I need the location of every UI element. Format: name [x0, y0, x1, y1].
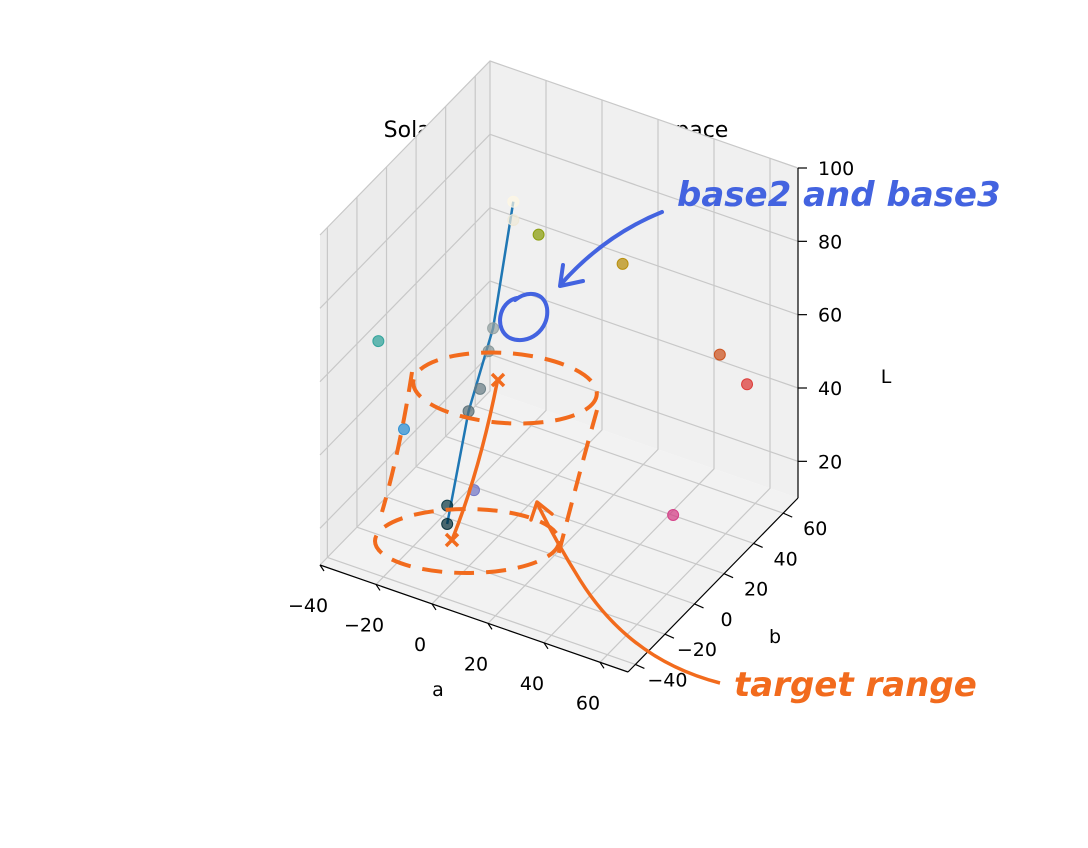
base-label: base2 and base3 [677, 175, 1001, 215]
left-wall-pane [320, 61, 490, 565]
target-range-axis-line [450, 377, 500, 541]
data-point [507, 214, 520, 227]
gridlines [319, 60, 799, 666]
b-tick [694, 603, 704, 609]
data-point [616, 257, 629, 270]
b-tick-label: 60 [803, 518, 827, 540]
gridline-b [474, 76, 784, 514]
gridline-b [385, 166, 695, 605]
L-tick-label: 20 [818, 451, 842, 473]
target-range-right-side [556, 409, 599, 557]
gridline-a [375, 80, 547, 585]
b-tick [635, 663, 645, 669]
a-tick-label: 60 [576, 692, 600, 714]
axes-panes [320, 61, 798, 672]
a-tick-label: 40 [520, 673, 544, 695]
a-tick [599, 661, 605, 669]
b-tick-label: 40 [774, 548, 798, 570]
target-range-arrow [535, 502, 721, 685]
base-circle [498, 291, 550, 342]
back-wall-pane [490, 61, 798, 498]
a-tick [431, 603, 437, 611]
L-tick-label: 60 [818, 305, 842, 327]
b-axis-line [627, 497, 799, 673]
x-axis-label: a [432, 679, 444, 701]
gridline-b [415, 136, 725, 575]
b-tick [664, 633, 675, 639]
data-point [474, 382, 487, 395]
b-tick [723, 573, 734, 579]
a-tick-label: 20 [464, 653, 488, 675]
base-arrow [560, 210, 664, 285]
data-point [441, 517, 454, 530]
z-axis-label: L [881, 366, 892, 388]
target-range-bottom-ellipse [373, 507, 561, 575]
L-tick-label: 100 [818, 158, 854, 180]
target-range-left-side [380, 371, 414, 513]
gridline-b [326, 227, 636, 666]
gridline-a [543, 138, 715, 644]
a-tick [375, 584, 381, 591]
data-series [372, 195, 754, 530]
trend-line [445, 201, 515, 525]
a-tick [543, 642, 549, 650]
b-tick [753, 542, 763, 548]
gridline-b [445, 106, 754, 544]
axis-lines [319, 168, 799, 673]
gridline-a [431, 99, 603, 605]
a-axis-line [319, 564, 629, 673]
data-point [398, 423, 410, 436]
gridline-a [599, 158, 771, 663]
base2-base3-annotation: base2 and base3 [498, 175, 1001, 342]
gridline-L [319, 133, 799, 309]
data-point [487, 322, 500, 335]
a-tick-label: −40 [288, 595, 328, 617]
b-tick-label: −40 [647, 669, 687, 691]
gridline-L [319, 280, 799, 456]
b-tick-label: 20 [744, 579, 768, 601]
b-tick-label: 0 [720, 609, 732, 631]
gridline-L [319, 206, 799, 383]
L-tick-label: 40 [818, 378, 842, 400]
gridline-a [487, 119, 659, 624]
L-tick-label: 80 [818, 231, 842, 253]
target-range-arrowhead [529, 500, 554, 522]
b-tick [782, 512, 793, 518]
data-point [507, 195, 520, 208]
a-tick-label: 0 [414, 634, 426, 656]
data-point [667, 508, 680, 521]
gridline-L [319, 60, 799, 236]
target-range-label: target range [734, 665, 977, 705]
a-tick [487, 623, 493, 630]
data-point [741, 378, 754, 391]
b-tick-label: −20 [677, 639, 717, 661]
target-range-annotation: target range [373, 350, 977, 705]
y-axis-label: b [769, 626, 781, 648]
floor-pane [320, 391, 798, 672]
base-arrowhead [558, 263, 585, 288]
target-range-top-marker [490, 372, 506, 388]
data-point [372, 335, 385, 348]
data-point [713, 348, 726, 361]
a-tick-label: −20 [344, 614, 384, 636]
gridline-b [356, 197, 666, 635]
target-range-top-ellipse [411, 350, 599, 426]
a-tick [319, 564, 325, 572]
data-point [532, 228, 545, 241]
gridline-a [319, 61, 491, 566]
target-range-bottom-marker [444, 532, 460, 548]
